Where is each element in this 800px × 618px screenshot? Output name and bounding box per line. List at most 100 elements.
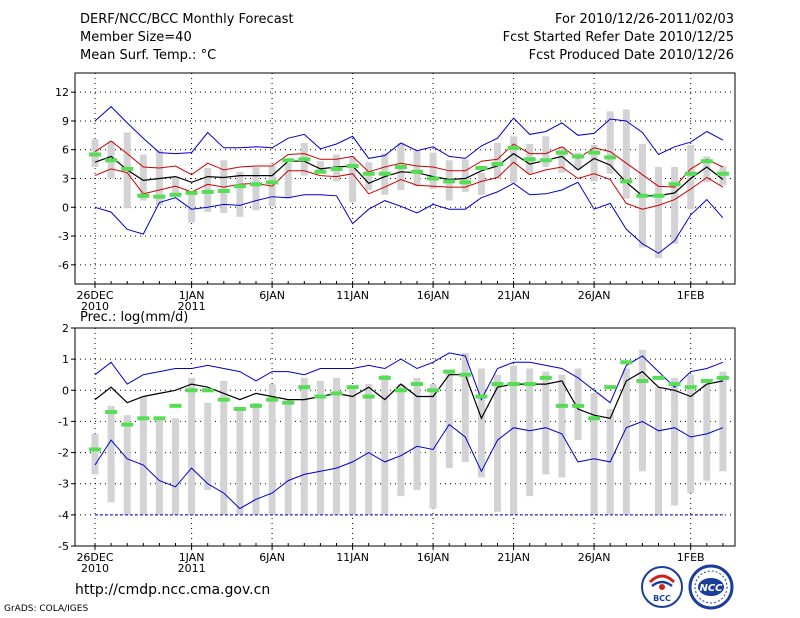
temp-marker (153, 194, 166, 199)
temp-series-ensemble-max (94, 105, 724, 159)
temp-marker (298, 157, 311, 162)
temp-ytick-label: -6 (58, 259, 69, 272)
prec-marker (604, 385, 617, 390)
temp-spread-box (558, 146, 566, 173)
temp-series-mean-sd (94, 161, 724, 210)
prec-spread-box (139, 396, 147, 515)
temp-spread-box (574, 152, 582, 170)
prec-marker (330, 391, 343, 396)
temp-marker (233, 184, 246, 189)
temp-xtick-year-label: 2011 (178, 300, 206, 313)
prec-marker (555, 403, 568, 408)
prec-xtick-label: 6JAN (259, 551, 285, 564)
prec-marker (169, 403, 182, 408)
prec-spread-box (91, 433, 99, 475)
temp-marker (636, 193, 649, 198)
prec-marker (507, 382, 520, 387)
temp-marker (314, 169, 327, 174)
prec-ytick-label: -1 (58, 415, 69, 428)
temp-marker (121, 166, 134, 171)
temp-marker (491, 162, 504, 167)
prec-xtick-label: 1FEB (677, 551, 705, 564)
temp-spread-box (606, 111, 614, 174)
prec-spread-box (397, 384, 405, 497)
temp-xtick-label: 6JAN (259, 289, 285, 302)
prec-ytick-label: 2 (62, 322, 69, 335)
prec-marker (539, 375, 552, 380)
temp-spread-box (655, 166, 662, 259)
prec-xtick-label: 11JAN (336, 551, 369, 564)
prec-spread-box (252, 402, 260, 515)
prec-spread-box (703, 384, 711, 481)
prec-spread-box (590, 393, 598, 515)
temp-marker (201, 189, 214, 194)
temp-xtick-label: 1FEB (677, 289, 705, 302)
temp-marker (185, 190, 198, 195)
prec-spread-box (333, 377, 340, 515)
temp-series-mean-sd (94, 140, 724, 188)
prec-spread-box (445, 371, 453, 469)
prec-ytick-label: -4 (58, 509, 69, 522)
prec-marker (652, 375, 665, 380)
prec-ytick-label: -2 (58, 447, 69, 460)
temp-xtick-year-label: 2010 (81, 300, 109, 313)
prec-spread-box (300, 377, 308, 515)
prec-marker (523, 382, 536, 387)
temp-series-ensemble-min (94, 181, 724, 254)
temp-marker (411, 169, 423, 174)
prec-series-ensemble-max (94, 352, 724, 404)
temp-marker (266, 180, 279, 185)
temp-marker (459, 180, 472, 185)
temp-marker (668, 182, 681, 187)
temp-xtick-label: 26JAN (578, 289, 611, 302)
prec-marker (411, 382, 423, 387)
prec-spread-box (172, 418, 179, 515)
prec-spread-box (477, 368, 485, 478)
temp-spread-box (477, 172, 485, 195)
prec-marker (491, 382, 504, 387)
source-url[interactable]: http://cmdp.ncc.cma.gov.cn (75, 582, 271, 598)
temp-spread-box (703, 156, 711, 183)
temp-spread-box (316, 161, 324, 173)
prec-spread-box (365, 384, 373, 515)
prec-spread-box (687, 374, 695, 494)
temp-ytick-label: 9 (62, 115, 69, 128)
temp-marker (555, 150, 568, 155)
prec-marker (105, 410, 118, 415)
temp-marker (684, 171, 697, 176)
temp-marker (105, 158, 118, 163)
temp-marker (362, 171, 375, 176)
temp-ytick-label: 12 (55, 86, 69, 99)
prec-frame (74, 327, 736, 547)
prec-marker (137, 416, 150, 421)
prec-marker (121, 422, 134, 427)
prec-marker (201, 388, 214, 393)
prec-spread-box (220, 380, 228, 515)
prec-spread-box (526, 368, 534, 497)
temperature-variable-label: Mean Surf. Temp.: °C (80, 48, 217, 63)
temp-marker (475, 165, 488, 170)
prec-spread-box (349, 387, 357, 515)
prec-marker (233, 406, 246, 411)
temp-ytick-label: 6 (62, 144, 69, 157)
temp-marker (394, 164, 407, 169)
prec-marker (475, 394, 488, 399)
prec-marker (153, 416, 166, 421)
temp-ytick-label: 0 (62, 201, 69, 214)
prec-ytick-label: 0 (62, 384, 69, 397)
prec-xtick-year-label: 2010 (81, 562, 109, 575)
temp-marker (89, 152, 101, 157)
prec-marker (588, 416, 601, 421)
prec-spread-box (494, 374, 501, 512)
temp-spread-box (139, 154, 147, 201)
temp-marker (588, 150, 601, 155)
temp-spread-box (590, 144, 598, 182)
prec-marker (684, 385, 697, 390)
prec-spread-box (268, 384, 276, 515)
prec-marker (716, 375, 729, 380)
prec-spread-box (558, 374, 566, 478)
prec-marker (700, 378, 713, 383)
prec-xtick-label: 16JAN (417, 551, 450, 564)
temp-marker (137, 193, 150, 198)
prec-marker (266, 397, 279, 402)
